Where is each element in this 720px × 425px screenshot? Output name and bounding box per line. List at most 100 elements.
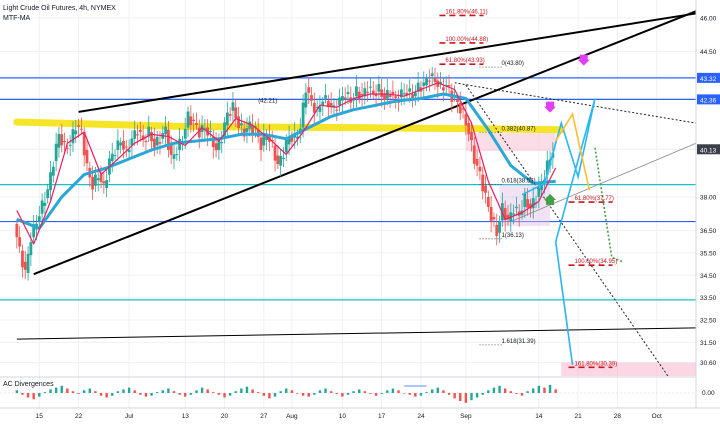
osc-bar-63: [369, 393, 372, 394]
candle-body-170: [492, 217, 496, 220]
osc-bar-69: [402, 393, 406, 394]
candle-body-187: [540, 181, 544, 191]
candle-body-47: [147, 126, 151, 137]
candle-body-49: [152, 138, 156, 148]
candle-body-151: [439, 81, 443, 84]
candle-body-146: [425, 78, 428, 86]
candle-body-161: [467, 123, 471, 135]
candle-body-73: [220, 142, 224, 144]
osc-bar-33: [200, 387, 204, 393]
candle-body-23: [79, 128, 83, 130]
candle-body-31: [102, 181, 106, 184]
osc-bar-23: [144, 393, 148, 397]
fib-label-10: 161.80%(30.39): [575, 361, 618, 367]
price-label-0: 46.00: [700, 15, 717, 22]
osc-bar-4: [38, 393, 41, 397]
candle-body-103: [304, 92, 308, 108]
osc-bar-39: [234, 391, 237, 393]
osc-bar-0: [15, 390, 19, 393]
osc-bar-14: [94, 391, 97, 393]
candle-body-42: [133, 130, 137, 139]
candle-body-44: [138, 129, 142, 132]
candle-body-15: [57, 133, 61, 148]
candle-body-9: [40, 200, 44, 214]
osc-bar-58: [341, 393, 344, 397]
candle-body-168: [486, 196, 490, 207]
candle-body-2: [21, 250, 24, 268]
osc-bar-19: [122, 389, 125, 393]
candle-body-142: [413, 92, 417, 97]
projection-blue-0: [521, 98, 596, 365]
osc-bar-38: [228, 393, 232, 396]
candle-body-80: [239, 123, 243, 126]
osc-bar-13: [88, 388, 92, 393]
osc-bar-89: [515, 393, 518, 394]
candle-body-20: [71, 129, 75, 144]
candle-body-115: [338, 97, 341, 106]
candle-body-141: [411, 94, 414, 100]
osc-bar-29: [178, 393, 181, 395]
osc-bar-86: [498, 385, 501, 393]
ma-long-series: [13, 118, 565, 134]
fib-labels: 161.80%(46.11) 100.00%(44.88) 61.80%(43.93…: [258, 9, 618, 369]
oscillator-title: AC Divergences: [3, 381, 54, 388]
candle-body-27: [91, 176, 95, 190]
fib-label-5: 0.618(38.55): [502, 179, 536, 185]
osc-bar-16: [105, 393, 108, 398]
osc-bar-9: [66, 388, 69, 393]
candle-body-70: [211, 136, 215, 148]
osc-bar-59: [346, 393, 350, 395]
time-axis[interactable]: 15 22 Jul 13 20 27 Aug 10 17 24 Sep 14 21 28 Oct: [0, 407, 720, 420]
candle-body-64: [195, 123, 198, 126]
candle-body-135: [394, 96, 398, 98]
osc-bar-70: [408, 393, 411, 395]
candle-body-79: [237, 116, 240, 129]
candle-body-97: [287, 136, 291, 145]
candle-body-162: [470, 132, 473, 141]
candle-body-167: [484, 185, 487, 193]
osc-bar-2: [26, 393, 30, 398]
candle-body-172: [498, 221, 501, 233]
candle-body-41: [130, 138, 134, 146]
osc-bar-61: [358, 389, 361, 393]
candle-body-102: [301, 102, 305, 128]
candle-body-65: [197, 127, 201, 138]
candle-body-63: [192, 119, 196, 121]
candle-body-11: [46, 189, 50, 199]
time-label-6: Aug: [286, 413, 298, 420]
osc-bar-66: [386, 390, 389, 393]
osc-bar-3: [32, 393, 35, 400]
candle-body-28: [94, 174, 97, 186]
candle-body-75: [225, 112, 229, 126]
candle-body-143: [416, 82, 420, 92]
chart-title: Light Crude Oil Futures, 4h, NYMEX: [3, 5, 116, 12]
time-label-13: 28: [614, 413, 622, 420]
price-tag-label-2: 43.32: [700, 76, 717, 83]
candle-body-164: [475, 158, 479, 166]
arrow-up-2: [544, 193, 557, 205]
osc-bar-47: [279, 391, 282, 393]
price-label-10: 32.50: [700, 318, 717, 325]
time-label-14: Oct: [652, 413, 662, 420]
osc-bar-80: [464, 393, 468, 403]
candle-body-177: [512, 213, 515, 215]
time-label-8: 17: [378, 413, 386, 420]
osc-bar-95: [548, 384, 552, 393]
osc-bar-71: [414, 393, 417, 397]
price-tag-label-4: 40.13: [700, 147, 717, 154]
candle-body-66: [200, 125, 204, 133]
osc-bar-6: [49, 389, 52, 393]
candle-body-48: [150, 132, 153, 142]
price-label-9: 33.50: [700, 295, 717, 302]
candle-body-37: [119, 142, 123, 146]
candle-body-43: [136, 134, 139, 136]
arrow-down-0: [544, 101, 557, 113]
candle-body-154: [447, 85, 451, 87]
candle-body-4: [26, 253, 30, 274]
osc-bar-44: [262, 393, 266, 396]
price-axis[interactable]: 46.00 44.50 43.32 42.36 40.13 38.00 36.50 35.50…: [695, 0, 720, 408]
time-label-11: 14: [535, 413, 543, 420]
fib-label-8: 100.00%(34.95): [575, 259, 618, 265]
moving-averages: [16, 82, 557, 245]
